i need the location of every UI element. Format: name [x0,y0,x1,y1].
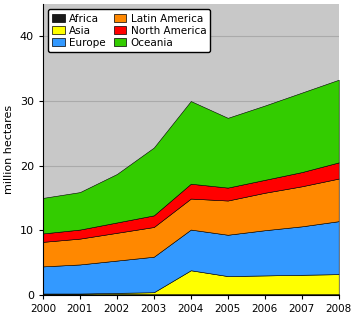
Y-axis label: million hectares: million hectares [4,105,14,194]
Legend: Africa, Asia, Europe, Latin America, North America, Oceania: Africa, Asia, Europe, Latin America, Nor… [48,9,210,52]
